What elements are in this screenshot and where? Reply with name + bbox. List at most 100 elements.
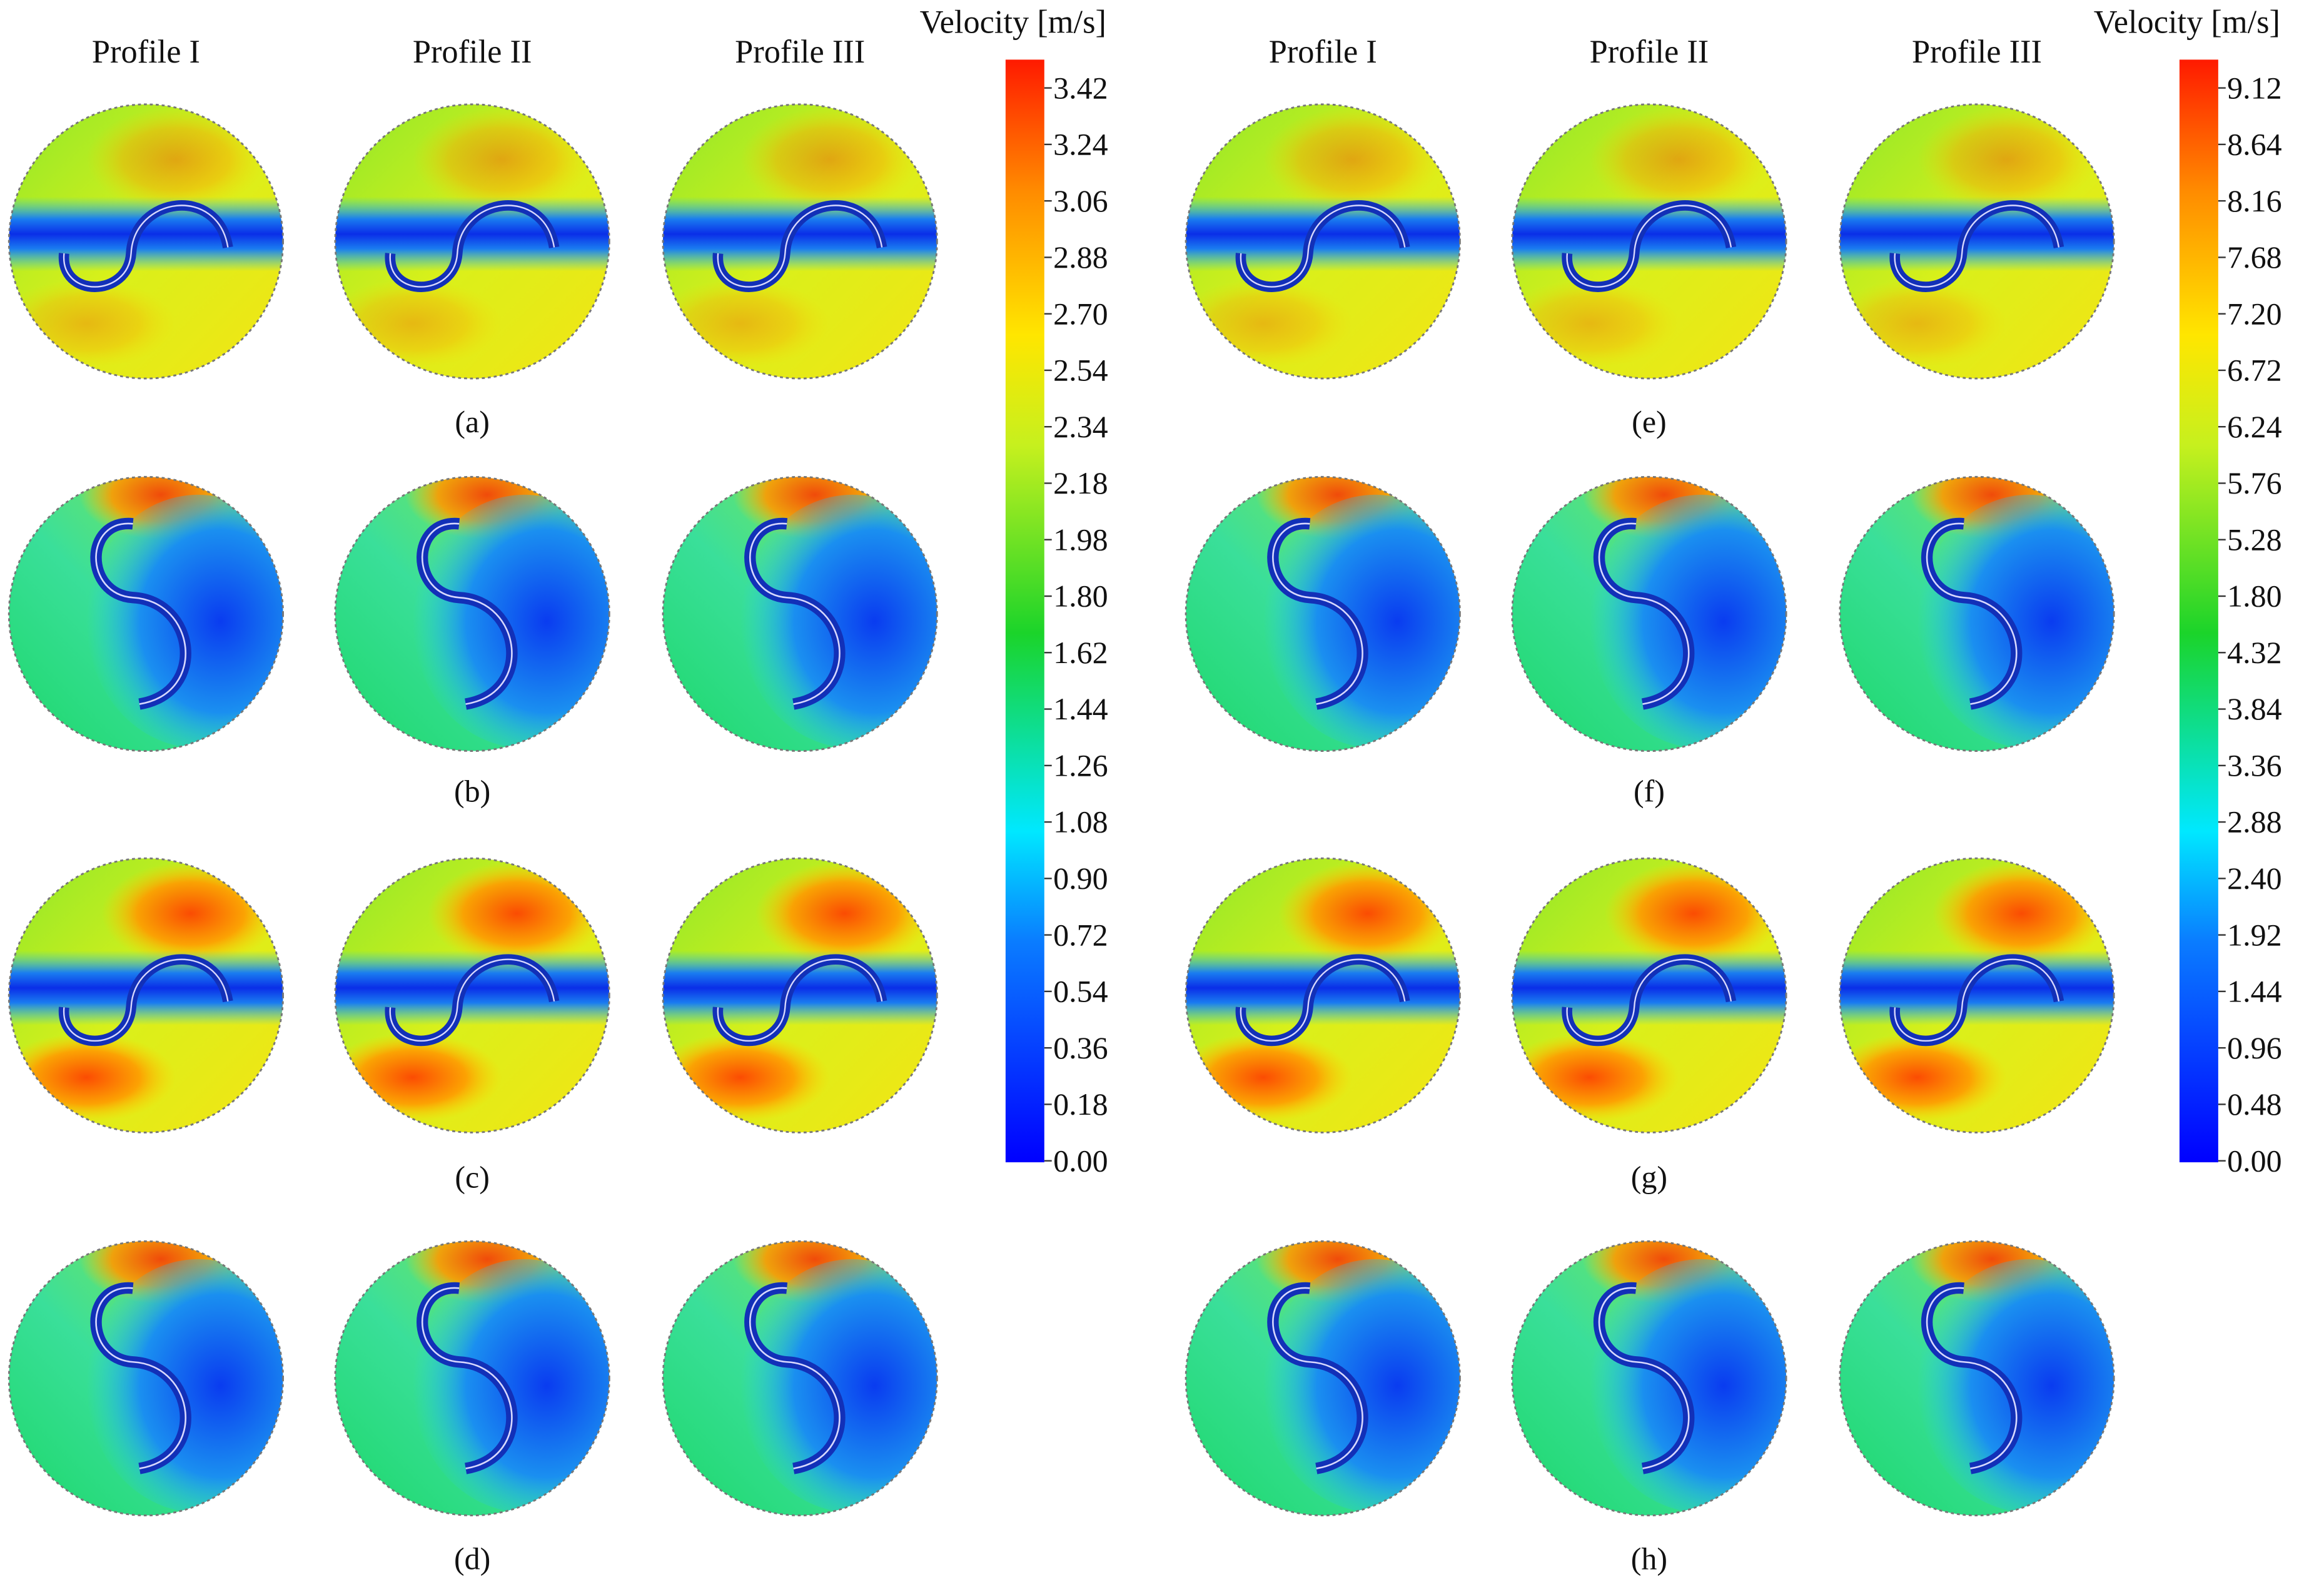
wake	[1589, 1259, 1787, 1513]
colorbar-tick-label: 6.24	[2227, 409, 2282, 444]
hot-zone	[1512, 278, 1679, 368]
colorbar-tick-label: 6.72	[2227, 353, 2282, 388]
plot-boundary	[1511, 1240, 1787, 1517]
panel-label: (e)	[1632, 404, 1667, 439]
colorbar-tick-label: 2.40	[2227, 861, 2282, 896]
hot-zone	[740, 107, 919, 212]
colorbar-tick-label: 1.62	[1053, 635, 1108, 670]
column-header: Profile I	[92, 34, 200, 70]
colorbar-tick-label: 2.88	[2227, 804, 2282, 839]
contour-plot	[1511, 475, 1787, 753]
colorbar	[2179, 59, 2218, 1163]
colorbar-tick-label: 3.42	[1053, 70, 1108, 105]
wake	[1917, 1259, 2114, 1513]
wake	[1512, 196, 1787, 271]
contour-field	[335, 104, 610, 379]
blade-edge	[1894, 205, 2060, 288]
wake	[412, 494, 610, 748]
contour-field	[9, 858, 283, 1133]
column-header: Profile II	[413, 34, 532, 70]
colorbar-tick-label: 5.76	[2227, 465, 2282, 500]
contour-plot	[8, 103, 285, 380]
plot-boundary	[1185, 1240, 1461, 1517]
colorbar-tick-label: 1.98	[1053, 522, 1108, 557]
contour-plot	[662, 1240, 938, 1517]
plot-boundary	[1185, 103, 1461, 380]
contour-field	[335, 1241, 610, 1516]
blade-edge	[1240, 958, 1406, 1042]
panel-label: (f)	[1634, 774, 1665, 809]
plot-boundary	[1185, 475, 1461, 753]
plot-boundary	[1511, 475, 1787, 753]
contour-plot	[1185, 1240, 1461, 1517]
colorbar-tick-label: 1.08	[1053, 804, 1108, 839]
plot-boundary	[334, 103, 610, 380]
blade-edge	[63, 958, 229, 1042]
contour-plot	[1511, 103, 1787, 380]
colorbar-tick-label: 1.26	[1053, 748, 1108, 783]
contour-plot	[8, 1240, 285, 1517]
plot-boundary	[8, 475, 285, 753]
plot-boundary	[1839, 475, 2115, 753]
blade-edge	[717, 205, 883, 288]
contour-field	[1186, 104, 1460, 379]
blade-edge	[1566, 958, 1732, 1042]
colorbar-tick-label: 0.36	[1053, 1030, 1108, 1065]
wake	[740, 494, 937, 748]
contour-field	[335, 858, 610, 1133]
contour-plot	[8, 475, 285, 753]
blade-edge	[1240, 205, 1406, 288]
hot-zone	[755, 861, 934, 966]
colorbar-tick-label: 1.44	[1053, 691, 1108, 726]
wake	[1512, 950, 1787, 1025]
colorbar-tick-label: 4.32	[2227, 635, 2282, 670]
contour-field	[335, 477, 610, 751]
panel-label: (a)	[455, 404, 490, 439]
hot-zone	[101, 861, 280, 966]
blade-edge	[1272, 522, 1363, 705]
plot-boundary	[662, 475, 938, 753]
blade-edge	[1598, 522, 1690, 705]
contour-field	[1512, 104, 1787, 379]
contour-plot	[334, 857, 610, 1133]
hot-zone	[1186, 278, 1353, 368]
panel-label: (h)	[1631, 1541, 1667, 1576]
contour-plot	[1839, 1240, 2115, 1517]
contour-plot	[1511, 857, 1787, 1133]
colorbar-tick-label: 3.24	[1053, 127, 1108, 162]
hot-zone	[86, 107, 266, 212]
blade-edge	[389, 205, 555, 288]
wake	[9, 950, 283, 1025]
plot-boundary	[1185, 857, 1461, 1133]
plot-boundary	[8, 1240, 285, 1517]
contour-plot	[1185, 475, 1461, 753]
contour-field	[1186, 1241, 1460, 1516]
colorbar-tick-label: 8.64	[2227, 127, 2282, 162]
wake	[663, 196, 937, 271]
blade-edge	[1926, 522, 2018, 705]
hot-zone	[1186, 1032, 1353, 1122]
colorbar-tick-label: 0.00	[2227, 1143, 2282, 1178]
colorbar-tick-label: 0.48	[2227, 1087, 2282, 1122]
column-header: Profile I	[1269, 34, 1377, 70]
plot-boundary	[8, 103, 285, 380]
wake	[335, 950, 610, 1025]
wake	[1263, 1259, 1460, 1513]
contour-plot	[1185, 857, 1461, 1133]
blade-edge	[389, 958, 555, 1042]
colorbar	[1005, 59, 1044, 1163]
plot-boundary	[334, 1240, 610, 1517]
panel-label: (b)	[454, 774, 490, 809]
wake	[1917, 494, 2114, 748]
wake	[1839, 950, 2114, 1025]
colorbar-tick-label: 7.68	[2227, 240, 2282, 275]
colorbar-tick-label: 2.34	[1053, 409, 1108, 444]
colorbar-tick-label: 0.96	[2227, 1030, 2282, 1065]
wake	[86, 494, 283, 748]
blade-edge	[95, 1287, 187, 1469]
colorbar-title: Velocity [m/s]	[920, 4, 1106, 40]
plot-boundary	[334, 857, 610, 1133]
hot-zone	[1932, 861, 2111, 966]
hot-zone	[412, 107, 592, 212]
